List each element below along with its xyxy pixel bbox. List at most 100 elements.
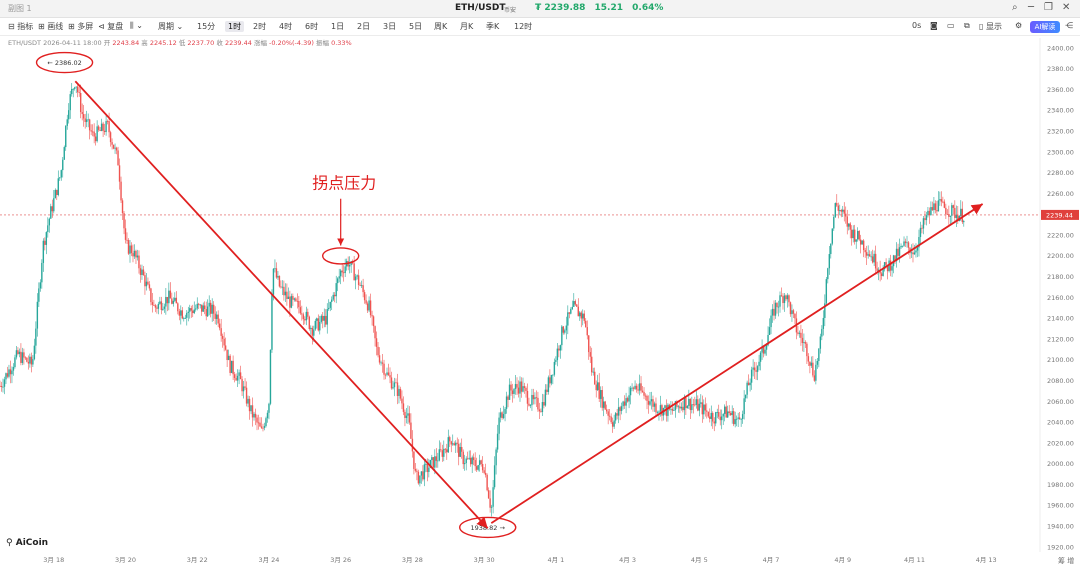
candle-body <box>780 295 783 297</box>
candle-body <box>617 407 620 416</box>
candle-body <box>831 228 833 244</box>
candle-body <box>543 402 545 406</box>
candle-body <box>565 325 568 331</box>
candle-body <box>221 335 224 339</box>
close-icon[interactable]: ✕ <box>1062 2 1071 13</box>
price-axis[interactable]: 1920.00 1940.00 1960.00 1980.00 2000.00 2020.… <box>1047 44 1074 551</box>
search-icon[interactable]: ⌕ <box>1012 2 1018 13</box>
pair-name[interactable]: ETH/USDT <box>455 3 506 13</box>
interval-6h[interactable]: 6时 <box>305 22 319 31</box>
candle-body <box>945 207 947 215</box>
candle-body <box>96 126 98 142</box>
trend-line[interactable] <box>74 80 489 529</box>
candle-body <box>761 346 763 353</box>
candle-body <box>807 356 810 362</box>
candle-body <box>797 332 799 334</box>
candle-body <box>215 314 218 319</box>
candle-body <box>598 382 600 399</box>
restore-icon[interactable]: ❐ <box>1044 2 1053 13</box>
interval-15m[interactable]: 15分 <box>197 22 216 31</box>
candle-body <box>622 401 624 407</box>
corner-label[interactable]: 筹 增 <box>1058 557 1075 565</box>
camera-icon[interactable]: ◙ <box>930 21 938 30</box>
candle-body <box>241 379 243 392</box>
period-button[interactable]: 周期 ⌄ <box>158 22 184 31</box>
candle-body <box>794 313 796 319</box>
annotation-ellipse[interactable] <box>459 516 517 539</box>
interval-5d[interactable]: 5日 <box>409 22 423 31</box>
candle-body <box>251 405 254 418</box>
candle-body <box>437 460 439 462</box>
candle-body <box>295 298 297 301</box>
minimize-icon[interactable]: ─ <box>1028 2 1035 13</box>
candle-body <box>840 210 842 212</box>
indicators-button[interactable]: ⊟ 指标 <box>8 22 34 31</box>
y-tick-label: 2080.00 <box>1047 377 1074 385</box>
candle-body <box>93 131 95 137</box>
candle-body <box>286 291 288 300</box>
interval-quarter[interactable]: 季K <box>486 22 500 31</box>
candle-body <box>381 362 384 364</box>
interval-1d[interactable]: 1日 <box>331 22 345 31</box>
candle-body <box>686 405 689 409</box>
candle-body <box>721 416 723 421</box>
display-button[interactable]: ▯ 显示 <box>979 22 1002 31</box>
candle-body <box>667 404 669 416</box>
candle-body <box>328 307 330 310</box>
annotation-ellipse[interactable] <box>35 51 94 74</box>
pivot-resistance-label[interactable]: 拐点压力 <box>312 173 376 192</box>
y-tick-label: 2340.00 <box>1047 107 1074 115</box>
candle-body <box>42 240 45 263</box>
candle-body <box>490 506 493 508</box>
replay-button[interactable]: ⊲ 复盘 <box>98 22 124 31</box>
interval-week[interactable]: 周K <box>434 22 448 31</box>
candle-body <box>546 389 548 392</box>
draw-button[interactable]: ⊞ 画线 <box>38 22 64 31</box>
candle-body <box>305 311 308 321</box>
layout-icon[interactable]: ▭ <box>947 21 955 30</box>
y-tick-label: 1920.00 <box>1047 543 1074 551</box>
candle-body <box>767 334 769 346</box>
candle-body <box>32 359 34 365</box>
candle-body <box>692 404 695 406</box>
trend-line[interactable] <box>490 203 984 524</box>
chart-type-button[interactable]: ⫼ ⌄ <box>130 21 143 31</box>
multi-screen-button[interactable]: ⊞ 多屏 <box>68 22 94 31</box>
time-axis[interactable]: 3月 18 3月 20 3月 22 3月 24 3月 26 3月 28 3月 30 4月 1 4… <box>43 556 996 564</box>
candle-body <box>635 385 638 390</box>
candle-body <box>501 412 503 419</box>
network-icon[interactable]: ⋲ <box>1065 21 1073 30</box>
candle-body <box>235 377 237 381</box>
candle-body <box>498 417 500 434</box>
interval-2h[interactable]: 2时 <box>253 22 267 31</box>
annotation-ellipse[interactable] <box>321 247 360 265</box>
candle-body <box>100 123 103 131</box>
interval-1h[interactable]: 1时 <box>225 21 245 32</box>
candle-body <box>127 240 130 254</box>
candle-body <box>223 338 225 346</box>
window-title: 副图 1 <box>8 4 32 13</box>
candle-body <box>643 391 645 396</box>
candle-body <box>871 256 874 263</box>
candle-body <box>716 412 718 413</box>
candle-body <box>864 250 866 253</box>
candle-body <box>628 395 630 402</box>
candle-body <box>248 398 251 412</box>
candle-body <box>571 306 573 310</box>
candle-body <box>371 315 373 317</box>
interval-2d[interactable]: 2日 <box>357 22 371 31</box>
candle-body <box>514 384 517 389</box>
refresh-time[interactable]: 0s <box>912 21 922 30</box>
interval-3d[interactable]: 3日 <box>383 22 397 31</box>
interval-12h[interactable]: 12时 <box>514 22 533 31</box>
ai-analysis-button[interactable]: AI解读 <box>1030 21 1060 33</box>
candle-body <box>631 387 633 389</box>
candle-body <box>141 269 143 275</box>
interval-4h[interactable]: 4时 <box>279 22 293 31</box>
share-icon[interactable]: ⧉ <box>964 21 970 30</box>
settings-icon[interactable]: ⚙ <box>1015 21 1023 30</box>
interval-month[interactable]: 月K <box>460 22 474 31</box>
candle-body <box>199 304 201 306</box>
